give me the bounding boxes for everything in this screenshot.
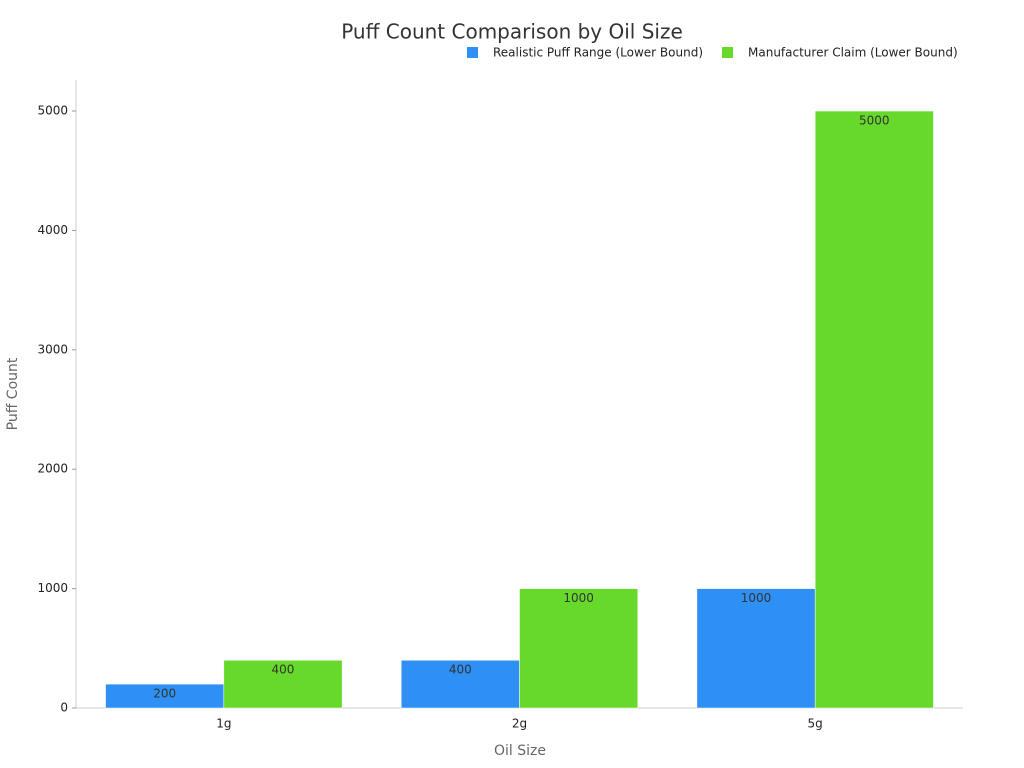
chart-title: Puff Count Comparison by Oil Size: [341, 20, 683, 44]
value-label: 400: [449, 663, 472, 677]
y-tick-label: 3000: [37, 342, 68, 356]
bar: [519, 588, 639, 709]
y-tick-label: 1000: [37, 581, 68, 595]
x-tick-label: 5g: [808, 717, 823, 731]
y-tick-label: 0: [60, 701, 68, 715]
y-tick-label: 2000: [37, 462, 68, 476]
bar: [696, 588, 816, 709]
x-tick-label: 1g: [216, 717, 231, 731]
x-axis-label: Oil Size: [494, 743, 546, 759]
legend-label: Manufacturer Claim (Lower Bound): [748, 46, 958, 60]
bar: [814, 110, 934, 709]
y-tick-label: 5000: [37, 104, 68, 118]
legend-swatch: [722, 47, 733, 58]
bar: [400, 659, 520, 709]
y-axis-label: Puff Count: [5, 357, 21, 430]
y-tick-label: 4000: [37, 223, 68, 237]
value-label: 1000: [563, 591, 594, 605]
value-label: 200: [153, 687, 176, 701]
x-tick-label: 2g: [512, 717, 527, 731]
legend-swatch: [467, 47, 478, 58]
value-label: 1000: [741, 591, 772, 605]
value-label: 5000: [859, 114, 890, 128]
legend-label: Realistic Puff Range (Lower Bound): [493, 46, 703, 60]
value-label: 400: [272, 663, 295, 677]
bar: [223, 659, 343, 709]
